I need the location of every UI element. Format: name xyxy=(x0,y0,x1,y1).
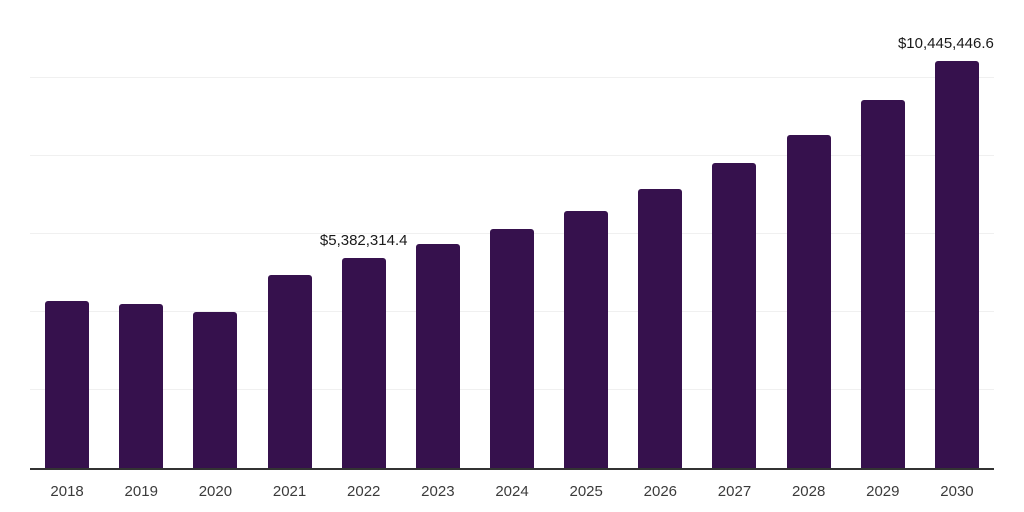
x-axis-label-2021: 2021 xyxy=(272,483,307,500)
bar-2022[interactable] xyxy=(341,258,386,468)
x-axis-label-2027: 2027 xyxy=(717,483,752,500)
x-axis-label-2026: 2026 xyxy=(643,483,678,500)
x-axis-label-2023: 2023 xyxy=(421,483,455,500)
bar-cell-2023 xyxy=(401,0,475,468)
bar-2024[interactable] xyxy=(490,228,535,468)
gridline xyxy=(30,155,994,156)
bar-cell-2020 xyxy=(178,0,252,468)
bar-2019[interactable] xyxy=(119,303,164,468)
bar-2026[interactable] xyxy=(638,188,683,468)
bar-cell-2028 xyxy=(772,0,846,468)
x-axis: 2018 2019 2020 2021 2022 2023 2024 2025 2026 2027… xyxy=(30,483,994,500)
bar-cell-2029 xyxy=(846,0,920,468)
x-axis-label-2025: 2025 xyxy=(569,483,603,500)
bar-cell-2019 xyxy=(104,0,178,468)
bar-cell-2018 xyxy=(30,0,104,468)
bar-cell-2030 xyxy=(920,0,994,468)
x-axis-label-2018: 2018 xyxy=(50,483,84,500)
bar-2030[interactable] xyxy=(934,60,979,468)
x-axis-label-2022: 2022 xyxy=(347,483,381,500)
data-label-2030: $10,445,446.6 xyxy=(897,34,994,52)
bar-cell-2022 xyxy=(327,0,401,468)
bar-2023[interactable] xyxy=(415,243,460,468)
bar-2025[interactable] xyxy=(564,211,609,468)
bar-cell-2025 xyxy=(549,0,623,468)
bar-2027[interactable] xyxy=(712,163,757,468)
plot-area: $5,382,314.4 $10,445,446.6 xyxy=(30,0,994,470)
x-axis-label-2030: 2030 xyxy=(940,483,974,500)
bars xyxy=(30,0,994,468)
bar-2029[interactable] xyxy=(860,100,905,468)
bar-cell-2027 xyxy=(697,0,771,468)
bar-cell-2024 xyxy=(475,0,549,468)
bar-2018[interactable] xyxy=(45,301,90,468)
bar-cell-2026 xyxy=(623,0,697,468)
x-axis-label-2028: 2028 xyxy=(791,483,826,500)
bar-2021[interactable] xyxy=(267,274,312,468)
x-axis-label-2019: 2019 xyxy=(124,483,158,500)
x-axis-label-2020: 2020 xyxy=(198,483,233,500)
bar-2020[interactable] xyxy=(193,312,238,468)
gridline xyxy=(30,77,994,78)
x-axis-label-2024: 2024 xyxy=(495,483,529,500)
bar-2028[interactable] xyxy=(786,134,831,468)
x-axis-label-2029: 2029 xyxy=(866,483,900,500)
bar-cell-2021 xyxy=(252,0,326,468)
data-label-2022: $5,382,314.4 xyxy=(319,232,408,250)
